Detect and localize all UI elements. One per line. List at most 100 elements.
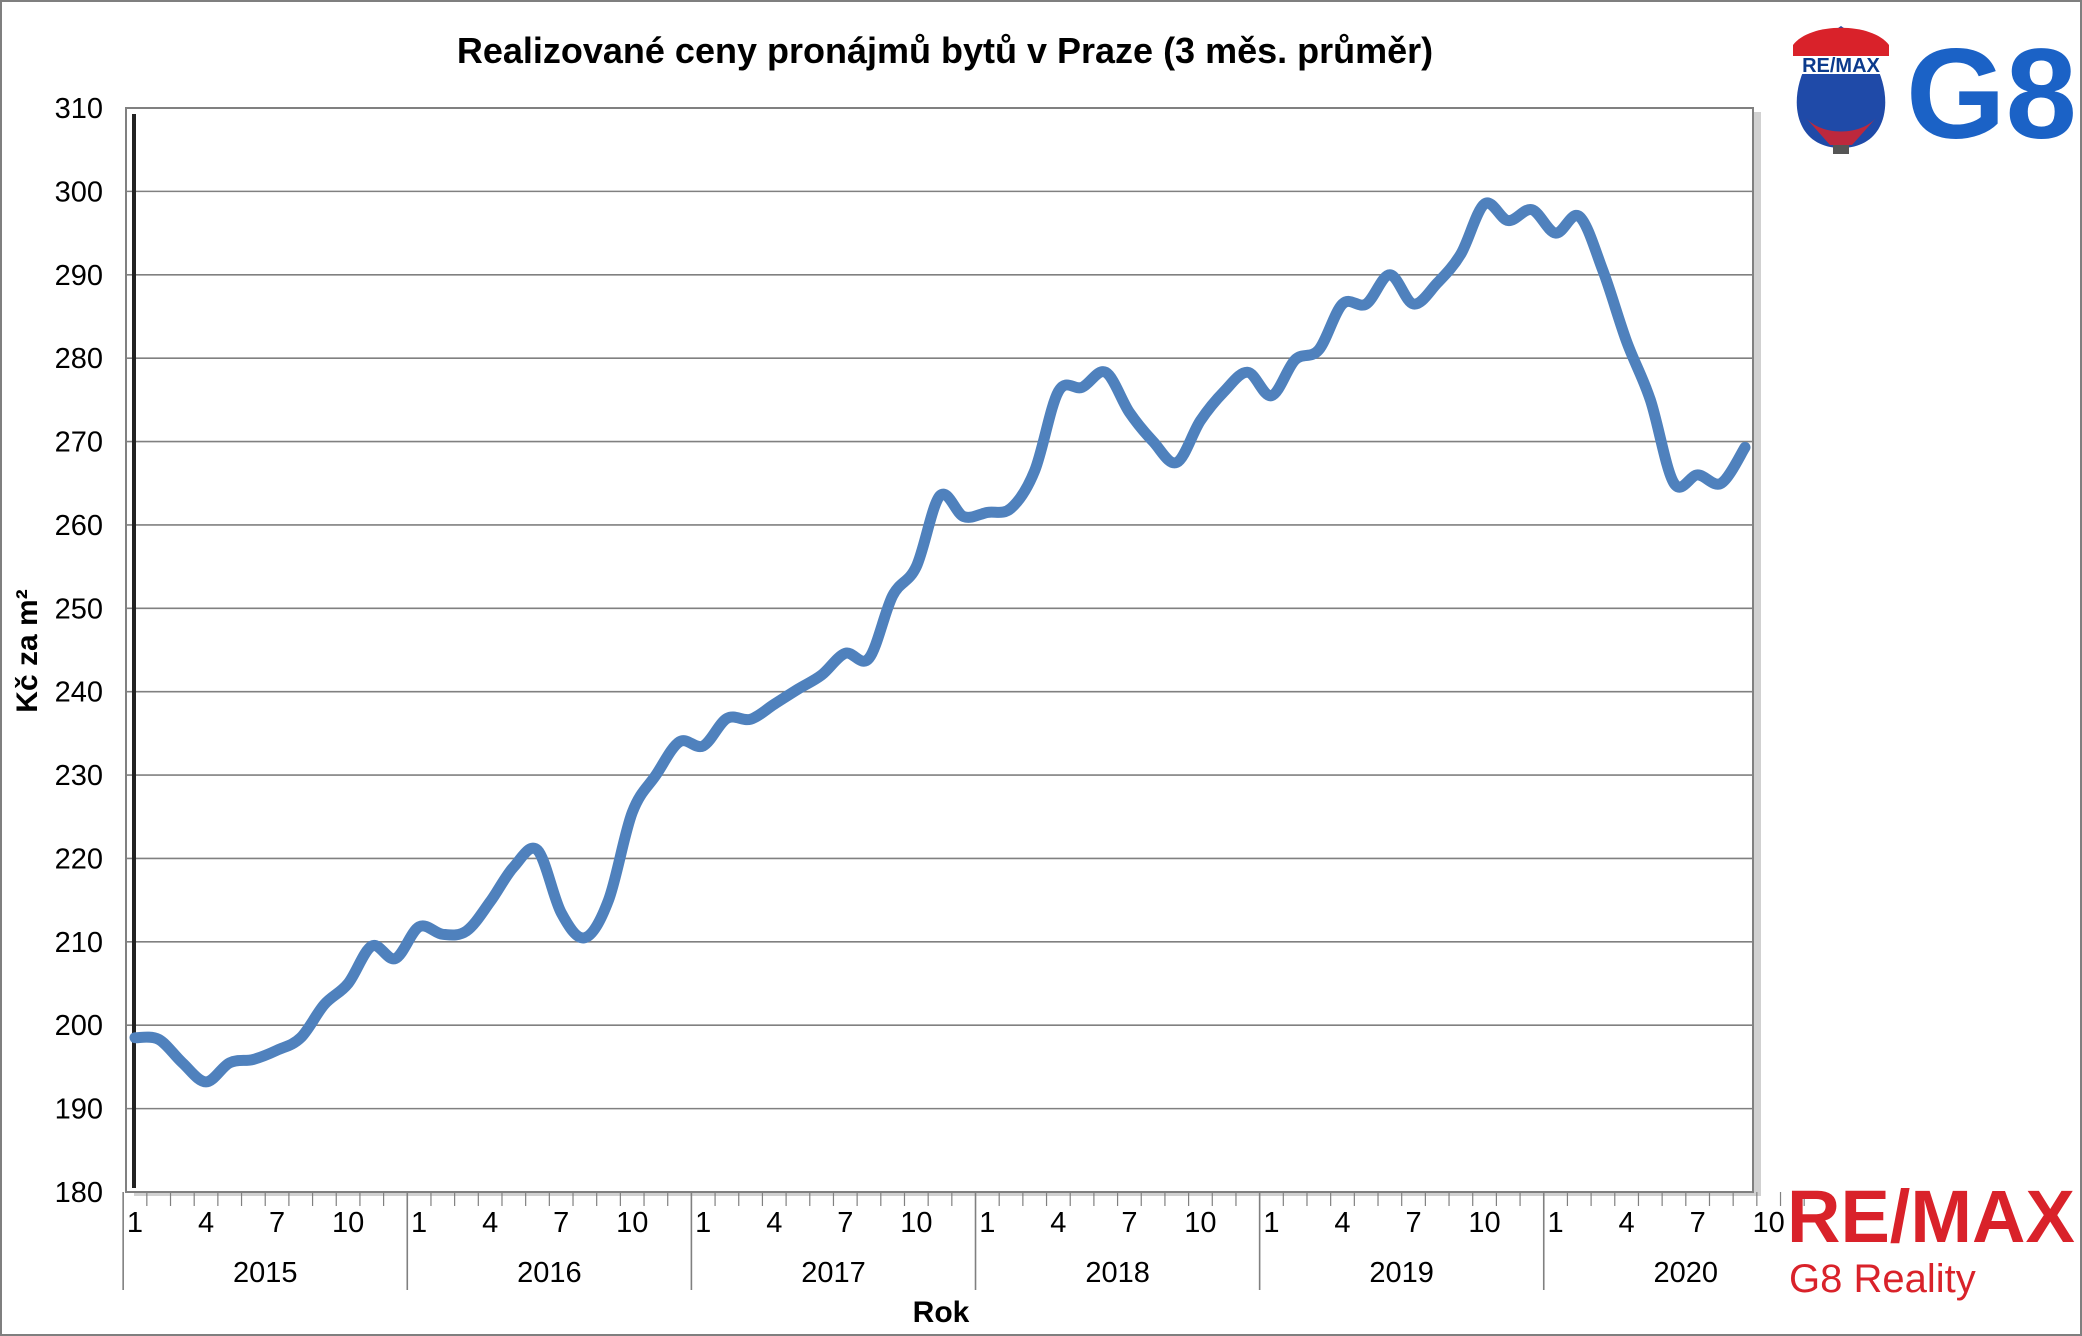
data-point bbox=[418, 926, 420, 928]
x-tick-label: 7 bbox=[837, 1207, 853, 1239]
chart-title: Realizované ceny pronájmů bytů v Praze (… bbox=[457, 30, 1433, 71]
x-tick-label: 7 bbox=[1405, 1207, 1421, 1239]
data-point bbox=[347, 983, 349, 984]
y-tick-label: 200 bbox=[55, 1010, 103, 1042]
x-tick-label: 1 bbox=[1548, 1207, 1564, 1239]
x-axis-title: Rok bbox=[913, 1296, 970, 1329]
data-point bbox=[1697, 474, 1699, 476]
data-point bbox=[1673, 482, 1675, 484]
data-point bbox=[1460, 253, 1462, 255]
data-point bbox=[1389, 274, 1391, 276]
y-tick-label: 240 bbox=[55, 677, 103, 709]
y-tick-label: 280 bbox=[55, 343, 103, 375]
data-point bbox=[1057, 391, 1059, 392]
data-point bbox=[1720, 482, 1722, 484]
x-tick-label: 10 bbox=[1184, 1207, 1216, 1239]
x-tick-label: 10 bbox=[1753, 1207, 1785, 1239]
data-point bbox=[300, 1037, 302, 1039]
x-tick-label: 4 bbox=[1050, 1207, 1066, 1239]
data-point bbox=[1010, 507, 1012, 509]
x-tick-label: 4 bbox=[482, 1207, 498, 1239]
data-point bbox=[371, 945, 373, 947]
g8-logo: G8 bbox=[1906, 23, 2077, 166]
data-point bbox=[276, 1049, 278, 1051]
data-point bbox=[560, 912, 562, 914]
data-point bbox=[229, 1062, 231, 1064]
data-point bbox=[1531, 209, 1533, 211]
y-tick-label: 310 bbox=[55, 93, 103, 125]
x-tick-label: 7 bbox=[1121, 1207, 1137, 1239]
gridlines bbox=[126, 190, 1753, 1110]
year-label: 2018 bbox=[1085, 1257, 1150, 1289]
remax-brand-text: RE/MAX bbox=[1787, 1175, 2075, 1258]
data-point bbox=[1247, 371, 1249, 373]
data-point bbox=[986, 511, 988, 513]
x-tick-label: 10 bbox=[900, 1207, 932, 1239]
data-point bbox=[489, 901, 491, 903]
year-label: 2016 bbox=[517, 1257, 582, 1289]
y-tick-label: 190 bbox=[55, 1094, 103, 1126]
data-point bbox=[1342, 303, 1343, 305]
data-point bbox=[1626, 341, 1628, 342]
year-label: 2015 bbox=[233, 1257, 298, 1289]
year-label: 2019 bbox=[1369, 1257, 1434, 1289]
data-point bbox=[1649, 399, 1651, 401]
data-point bbox=[1152, 441, 1154, 442]
x-tick-label: 1 bbox=[979, 1207, 995, 1239]
data-point bbox=[1128, 411, 1130, 413]
data-point bbox=[821, 674, 823, 676]
x-tick-label: 4 bbox=[766, 1207, 782, 1239]
data-point bbox=[726, 717, 728, 719]
data-point bbox=[134, 1037, 136, 1039]
data-point bbox=[608, 899, 609, 901]
year-labels: 2015 2016 2017 2018 2019 2020 bbox=[233, 1257, 1718, 1289]
data-point bbox=[1176, 461, 1178, 463]
year-label: 2017 bbox=[801, 1257, 866, 1289]
x-tick-label: 1 bbox=[411, 1207, 427, 1239]
y-tick-label: 220 bbox=[55, 843, 103, 875]
y-tick-label: 250 bbox=[55, 593, 103, 625]
x-tick-label: 7 bbox=[553, 1207, 569, 1239]
y-tick-label: 290 bbox=[55, 260, 103, 292]
data-point bbox=[1578, 215, 1580, 217]
y-tick-labels: 180 190 200 210 220 230 240 250 260 270 280 290 300 3… bbox=[55, 93, 103, 1209]
x-tick-label: 4 bbox=[1619, 1207, 1635, 1239]
data-point bbox=[394, 958, 396, 959]
data-point bbox=[537, 849, 538, 851]
brand-subtitle: G8 Reality bbox=[1789, 1257, 1976, 1301]
data-point bbox=[1436, 282, 1438, 284]
data-point bbox=[915, 566, 917, 568]
data-point bbox=[1294, 359, 1296, 361]
data-point bbox=[702, 745, 704, 747]
x-tick-label: 10 bbox=[332, 1207, 364, 1239]
data-point bbox=[1199, 420, 1201, 422]
x-tick-label: 1 bbox=[1263, 1207, 1279, 1239]
data-point bbox=[868, 657, 870, 659]
data-point bbox=[513, 866, 515, 868]
data-point bbox=[442, 933, 444, 935]
data-point bbox=[584, 937, 586, 939]
data-point bbox=[655, 774, 657, 776]
data-point bbox=[1413, 303, 1414, 305]
data-point bbox=[1484, 203, 1486, 205]
y-tick-label: 230 bbox=[55, 760, 103, 792]
series bbox=[129, 197, 1751, 1088]
data-point bbox=[1555, 232, 1557, 234]
x-tick-label: 4 bbox=[1334, 1207, 1350, 1239]
data-point bbox=[844, 652, 846, 654]
y-tick-label: 210 bbox=[55, 927, 103, 959]
data-point bbox=[1105, 371, 1107, 373]
data-point bbox=[750, 718, 752, 720]
data-point bbox=[1602, 270, 1604, 272]
data-point bbox=[1744, 446, 1746, 448]
y-tick-label: 270 bbox=[55, 427, 103, 459]
x-tick-label: 1 bbox=[695, 1207, 711, 1239]
data-point bbox=[797, 688, 799, 690]
x-tick-labels: 1 4 7 10 1 4 7 10 1 4 7 10 1 4 7 10 1 4 7 10 1 4 7 10 bbox=[127, 1207, 1785, 1239]
data-point bbox=[181, 1062, 183, 1064]
data-point bbox=[323, 1003, 325, 1005]
data-point bbox=[892, 595, 894, 597]
data-point bbox=[679, 741, 681, 743]
data-point bbox=[963, 516, 965, 518]
